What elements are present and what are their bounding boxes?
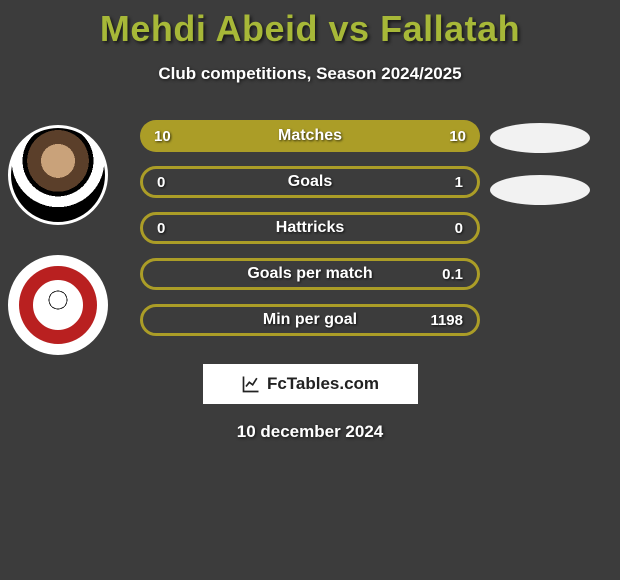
stat-row: 10 Matches 10 xyxy=(140,120,480,152)
player1-avatar xyxy=(8,125,108,225)
stat-left-value: 0 xyxy=(157,220,165,237)
stat-label: Matches xyxy=(278,127,342,145)
ovals-column xyxy=(490,120,600,227)
stat-label: Min per goal xyxy=(263,311,357,329)
stat-left-value: 10 xyxy=(154,128,171,145)
stat-label: Hattricks xyxy=(276,219,344,237)
stat-label: Goals xyxy=(288,173,332,191)
stat-right-value: 1198 xyxy=(430,312,463,329)
stat-right-value: 0 xyxy=(455,220,463,237)
stat-left-value: 0 xyxy=(157,174,165,191)
stat-row: 0 Goals 1 xyxy=(140,166,480,198)
stat-right-value: 1 xyxy=(455,174,463,191)
stat-row: 0 Hattricks 0 xyxy=(140,212,480,244)
stat-row: Min per goal 1198 xyxy=(140,304,480,336)
stat-oval xyxy=(490,123,590,153)
player2-avatar xyxy=(8,255,108,355)
date-text: 10 december 2024 xyxy=(0,422,620,442)
comparison-subtitle: Club competitions, Season 2024/2025 xyxy=(0,64,620,84)
brand-badge: FcTables.com xyxy=(203,364,418,404)
stat-label: Goals per match xyxy=(247,265,372,283)
avatar-column xyxy=(8,125,118,385)
brand-text: FcTables.com xyxy=(267,374,379,394)
stat-row: Goals per match 0.1 xyxy=(140,258,480,290)
stat-oval xyxy=(490,175,590,205)
stats-column: 10Matches100Goals10Hattricks0Goals per m… xyxy=(140,120,480,350)
footer-area: FcTables.com 10 december 2024 xyxy=(0,352,620,442)
stat-right-value: 10 xyxy=(449,128,466,145)
stat-right-value: 0.1 xyxy=(442,266,463,283)
chart-icon xyxy=(241,374,261,394)
comparison-title: Mehdi Abeid vs Fallatah xyxy=(0,0,620,50)
